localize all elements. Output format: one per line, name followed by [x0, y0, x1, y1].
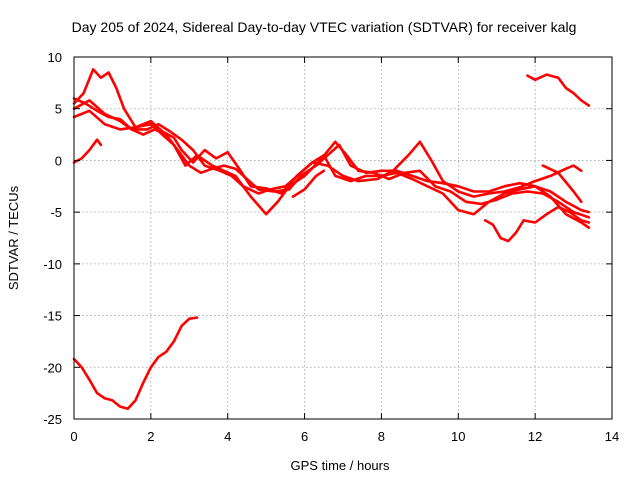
series-trace-10	[541, 164, 583, 204]
x-tick-label: 0	[70, 429, 77, 444]
x-tick-label: 12	[528, 429, 542, 444]
series-trace-5	[72, 138, 103, 164]
series-trace-8	[483, 219, 525, 243]
series-group	[72, 68, 591, 411]
series-trace-3	[72, 109, 591, 219]
series-trace-9	[291, 169, 326, 198]
series-trace-2	[72, 99, 583, 198]
chart-title: Day 205 of 2024, Sidereal Day-to-day VTE…	[72, 19, 577, 35]
x-tick-label: 10	[451, 429, 465, 444]
series-trace-7	[522, 205, 591, 224]
grid	[74, 57, 612, 419]
y-tick-label: 5	[55, 102, 62, 117]
y-tick-label: 0	[55, 153, 62, 168]
y-axis-label: SDTVAR / TECUs	[6, 185, 21, 290]
y-tick-label: -25	[43, 412, 62, 427]
plot-frame	[73, 56, 613, 420]
y-tick-label: -20	[43, 360, 62, 375]
x-axis-label: GPS time / hours	[291, 458, 390, 473]
x-tick-label: 8	[378, 429, 385, 444]
y-tick-label: -5	[50, 205, 62, 220]
y-tick-label: -15	[43, 309, 62, 324]
y-tick-label: 10	[48, 50, 62, 65]
x-tick-label: 4	[224, 429, 231, 444]
series-trace-11	[526, 73, 591, 107]
series-trace-6	[72, 316, 199, 411]
y-tick-label: -10	[43, 257, 62, 272]
axis-ticks: 0 2 4 6 8 10 12 14 10 5 0 -5 -10 -15 -20 -25	[43, 50, 619, 444]
x-tick-label: 2	[147, 429, 154, 444]
series-trace-4	[72, 97, 591, 229]
x-tick-label: 14	[605, 429, 619, 444]
x-tick-label: 6	[301, 429, 308, 444]
